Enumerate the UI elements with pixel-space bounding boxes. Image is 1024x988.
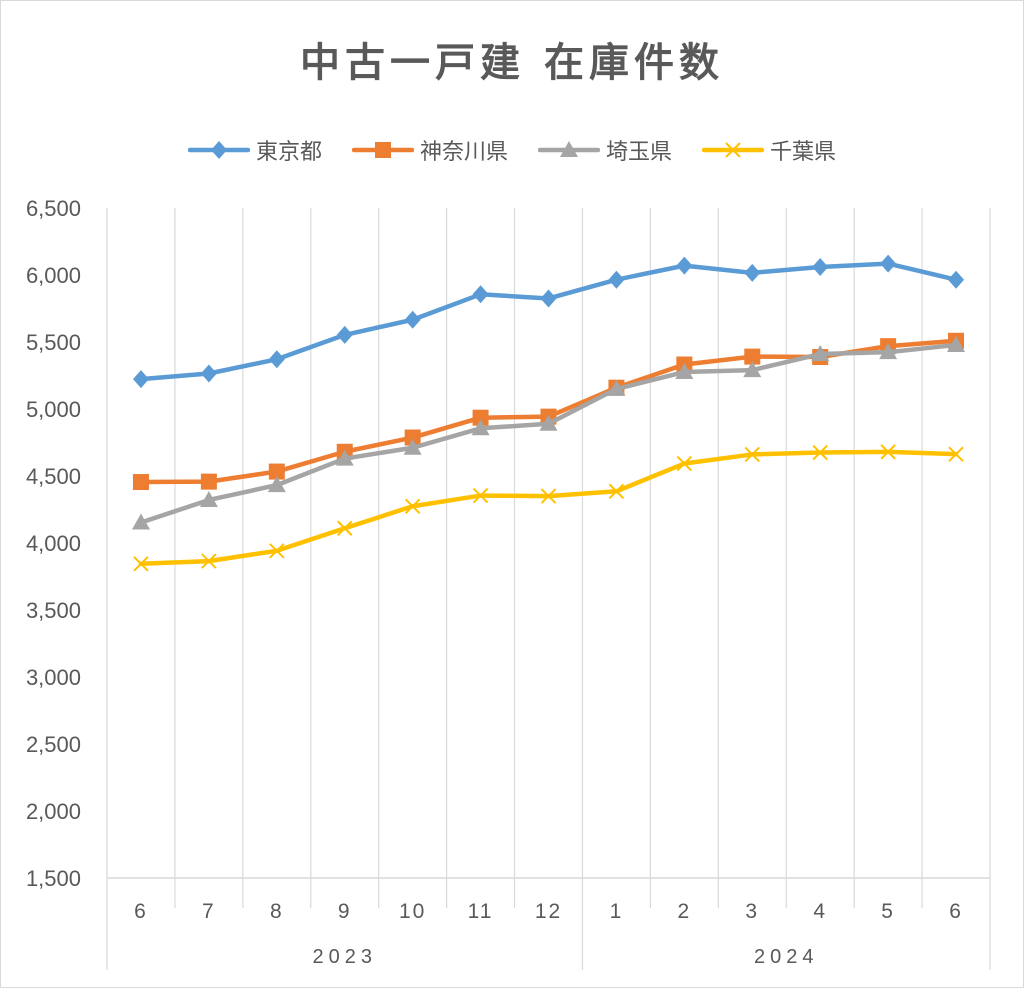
data-point xyxy=(607,379,626,396)
data-point xyxy=(471,419,490,436)
legend-symbol xyxy=(210,141,227,159)
y-tick-label: 4,500 xyxy=(26,464,81,489)
legend-label: 千葉県 xyxy=(770,140,837,165)
legend-marker xyxy=(702,142,765,158)
data-point xyxy=(880,254,897,273)
y-tick-label: 5,000 xyxy=(26,397,81,422)
data-point xyxy=(948,270,965,289)
data-point xyxy=(540,289,557,308)
x-tick-label: 6 xyxy=(134,900,148,923)
legend-item: 神奈川県 xyxy=(351,134,508,166)
y-tick-label: 5,500 xyxy=(26,330,81,355)
legend-symbol xyxy=(560,141,578,157)
data-point xyxy=(811,345,830,362)
y-tick-label: 3,500 xyxy=(26,598,81,623)
legend-label: 東京都 xyxy=(255,140,322,165)
data-point xyxy=(336,325,353,344)
series-line xyxy=(138,261,959,382)
x-tick-label: 10 xyxy=(399,900,426,923)
data-point xyxy=(472,285,489,304)
data-point xyxy=(744,446,760,463)
series-3 xyxy=(131,335,966,530)
y-tick-label: 2,000 xyxy=(26,799,81,824)
data-point xyxy=(744,263,761,282)
data-point xyxy=(404,310,421,329)
data-point xyxy=(200,364,217,383)
y-tick-label: 2,500 xyxy=(26,732,81,757)
data-point xyxy=(132,370,149,389)
x-tick-label: 11 xyxy=(468,900,494,923)
data-point xyxy=(133,556,149,572)
legend-marker xyxy=(351,142,414,158)
data-point xyxy=(201,553,217,569)
series-1 xyxy=(132,254,965,389)
data-point xyxy=(812,257,829,276)
legend-label: 埼玉県 xyxy=(606,140,673,165)
x-tick-label: 4 xyxy=(813,900,827,923)
data-point xyxy=(812,444,828,461)
y-tick-label: 6,500 xyxy=(26,196,81,221)
data-point xyxy=(403,438,422,455)
data-point xyxy=(269,543,285,559)
data-point xyxy=(267,476,286,493)
data-point xyxy=(472,409,489,426)
series-4 xyxy=(133,444,964,572)
data-point xyxy=(744,348,761,365)
x-tick-label: 6 xyxy=(949,900,963,923)
data-point xyxy=(131,513,150,530)
x-tick-label: 7 xyxy=(202,900,216,923)
y-tick-label: 1,500 xyxy=(26,866,81,891)
legend-label: 神奈川県 xyxy=(419,140,508,165)
data-point xyxy=(337,520,353,536)
data-point xyxy=(268,463,285,480)
data-point xyxy=(404,429,421,446)
y-tick-label: 3,000 xyxy=(26,665,81,690)
data-point xyxy=(676,256,693,275)
data-point xyxy=(879,343,898,360)
x-tick-label: 12 xyxy=(535,900,562,923)
data-point xyxy=(743,361,762,378)
series-2 xyxy=(132,332,965,491)
data-point xyxy=(199,490,218,507)
legend-item: 千葉県 xyxy=(702,134,836,166)
legend-marker xyxy=(538,141,600,157)
x-tick-label: 9 xyxy=(338,900,352,923)
chart-title: 中古一戸建 在庫件数 xyxy=(300,40,724,86)
data-point xyxy=(948,446,964,462)
legend-symbol xyxy=(374,142,391,158)
data-point xyxy=(404,498,421,514)
legend-marker xyxy=(187,141,250,159)
y-tick-label: 4,000 xyxy=(26,531,81,556)
x-tick-label: 2 xyxy=(678,900,692,923)
data-point xyxy=(608,270,625,289)
x-tick-label: 5 xyxy=(881,900,895,923)
year-label: 2024 xyxy=(754,946,819,968)
data-point xyxy=(472,487,489,504)
legend-symbol xyxy=(725,142,741,158)
data-point xyxy=(540,488,557,504)
data-point xyxy=(200,473,217,490)
data-point xyxy=(335,449,354,466)
x-tick-label: 8 xyxy=(270,900,284,923)
legend-item: 埼玉県 xyxy=(538,134,672,166)
x-tick-label: 1 xyxy=(610,900,624,923)
legend: 東京都 神奈川県 埼玉県 千葉県 xyxy=(0,132,1024,168)
data-point xyxy=(676,455,693,472)
x-tick-label: 3 xyxy=(745,900,759,923)
data-point xyxy=(132,474,149,491)
series-line xyxy=(138,449,959,567)
data-point xyxy=(268,350,285,369)
legend-item: 東京都 xyxy=(187,134,322,166)
data-point xyxy=(539,414,558,431)
data-point xyxy=(947,335,966,352)
data-point xyxy=(608,483,625,499)
data-point xyxy=(880,444,896,460)
year-label: 2023 xyxy=(312,946,377,968)
data-point xyxy=(675,363,694,380)
y-tick-label: 6,000 xyxy=(26,263,81,288)
